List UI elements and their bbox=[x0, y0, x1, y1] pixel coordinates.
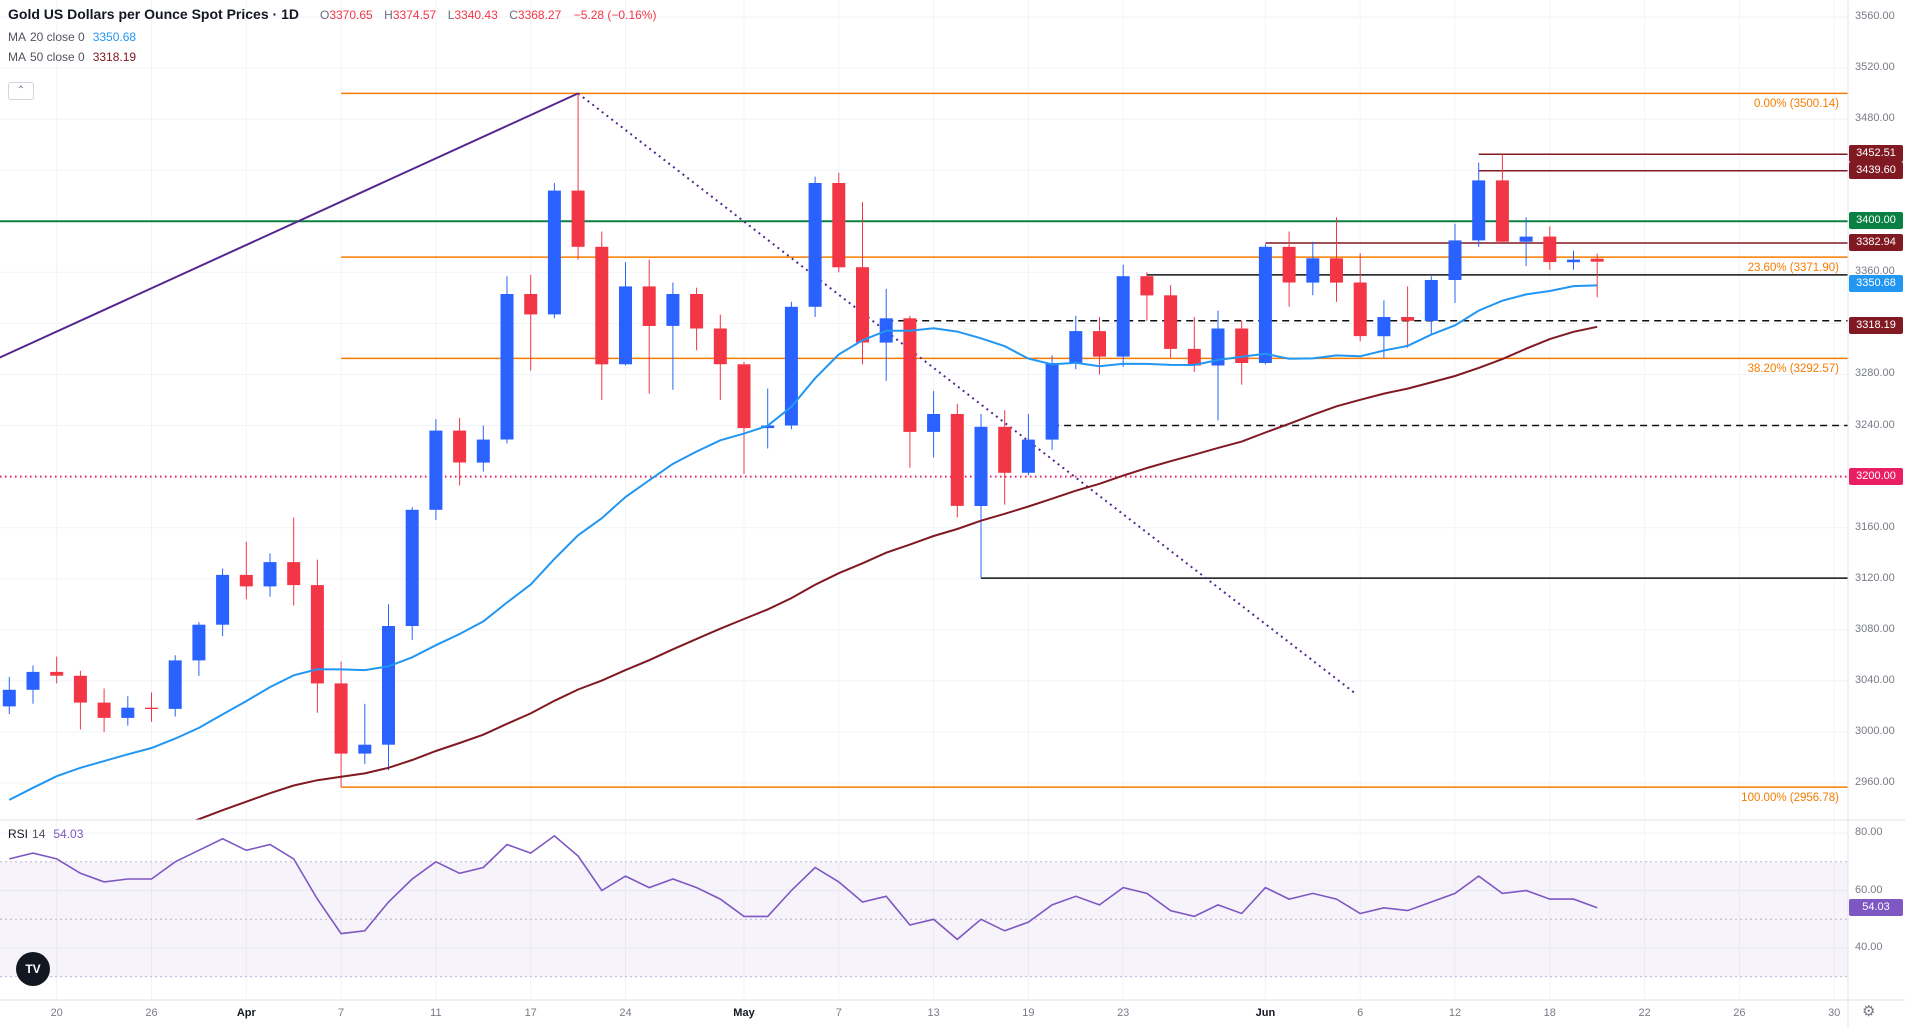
open-value: 3370.65 bbox=[329, 8, 373, 22]
ma20-params: 20 close 0 bbox=[30, 30, 85, 44]
interval-label: 1D bbox=[281, 6, 299, 22]
change-value: −5.28 (−0.16%) bbox=[573, 8, 657, 22]
time-axis[interactable] bbox=[0, 1000, 1848, 1027]
gear-glyph: ⚙ bbox=[1862, 1003, 1876, 1020]
chevron-up-icon: ⌃ bbox=[16, 85, 26, 96]
tradingview-logo[interactable]: TV bbox=[16, 952, 50, 986]
ma50-value: 3318.19 bbox=[92, 50, 137, 64]
legend-collapse-button[interactable]: ⌃ bbox=[8, 82, 34, 100]
ohlc-row: O3370.65 H3374.57 L3340.43 C3368.27 −5.2… bbox=[313, 6, 656, 24]
gear-icon[interactable]: ⚙ bbox=[1862, 1002, 1875, 1020]
close-value: 3368.27 bbox=[517, 8, 562, 22]
chart-legend: Gold US Dollars per Ounce Spot Prices · … bbox=[8, 6, 908, 100]
low-label: L bbox=[447, 8, 455, 22]
price-axis[interactable] bbox=[1848, 0, 1905, 1000]
rsi-params: 14 bbox=[32, 827, 46, 841]
ma20-name: MA bbox=[8, 30, 26, 44]
indicator-ma20-row[interactable]: MA 20 close 0 3350.68 bbox=[8, 30, 908, 44]
title-separator: · bbox=[272, 6, 278, 22]
chart-title: Gold US Dollars per Ounce Spot Prices · … bbox=[8, 6, 299, 22]
symbol-row: Gold US Dollars per Ounce Spot Prices · … bbox=[8, 6, 908, 24]
ma50-name: MA bbox=[8, 50, 26, 64]
ma50-params: 50 close 0 bbox=[30, 50, 85, 64]
rsi-name: RSI bbox=[8, 827, 29, 841]
rsi-indicator-row[interactable]: RSI 14 54.03 bbox=[8, 827, 83, 841]
symbol-name: Gold US Dollars per Ounce Spot Prices bbox=[8, 6, 269, 22]
tradingview-logo-text: TV bbox=[25, 962, 41, 976]
indicator-ma50-row[interactable]: MA 50 close 0 3318.19 bbox=[8, 50, 908, 64]
candles bbox=[2, 93, 1604, 788]
high-value: 3374.57 bbox=[392, 8, 437, 22]
ma20-value: 3350.68 bbox=[92, 30, 137, 44]
open-label: O bbox=[319, 8, 330, 22]
rsi-value: 54.03 bbox=[53, 827, 84, 841]
close-label: C bbox=[509, 8, 518, 22]
low-value: 3340.43 bbox=[454, 8, 498, 22]
high-label: H bbox=[384, 8, 393, 22]
